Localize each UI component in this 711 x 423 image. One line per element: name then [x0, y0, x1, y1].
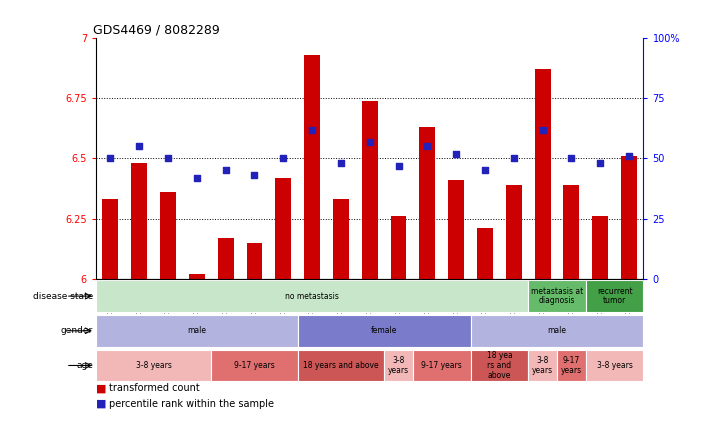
Text: transformed count: transformed count	[109, 383, 200, 393]
Bar	[419, 127, 435, 279]
Bar	[621, 156, 637, 279]
Text: female: female	[371, 326, 397, 335]
Bar	[102, 199, 118, 279]
Point	[624, 153, 635, 159]
Text: percentile rank within the sample: percentile rank within the sample	[109, 399, 274, 409]
Bar	[247, 243, 262, 279]
Bar	[189, 274, 205, 279]
Point	[335, 160, 346, 167]
Bar	[298, 315, 471, 347]
Bar	[275, 178, 292, 279]
Bar	[557, 349, 586, 382]
Bar	[390, 216, 407, 279]
Bar	[471, 349, 528, 382]
Text: GDS4469 / 8082289: GDS4469 / 8082289	[93, 24, 220, 37]
Bar	[506, 185, 522, 279]
Bar	[564, 185, 579, 279]
Bar	[96, 315, 298, 347]
Point	[393, 162, 405, 169]
Text: 18 yea
rs and
above: 18 yea rs and above	[486, 351, 512, 380]
Text: age: age	[76, 361, 93, 370]
Bar	[132, 163, 147, 279]
Text: disease state: disease state	[33, 291, 93, 301]
Bar	[362, 101, 378, 279]
Bar	[218, 238, 234, 279]
Bar	[535, 69, 550, 279]
Text: gender: gender	[61, 326, 93, 335]
Point	[306, 126, 318, 133]
Text: 9-17 years: 9-17 years	[422, 361, 462, 370]
Bar	[528, 280, 586, 312]
Text: 3-8
years: 3-8 years	[532, 356, 553, 375]
Point	[594, 160, 606, 167]
Text: 3-8 years: 3-8 years	[597, 361, 633, 370]
Bar	[160, 192, 176, 279]
Bar	[96, 349, 211, 382]
Point	[566, 155, 577, 162]
Point	[220, 167, 231, 174]
Bar	[384, 349, 413, 382]
Bar	[477, 228, 493, 279]
Point	[277, 155, 289, 162]
Text: metastasis at
diagnosis: metastasis at diagnosis	[531, 287, 583, 305]
Point	[537, 126, 548, 133]
Text: ■: ■	[96, 383, 107, 393]
Text: 9-17
years: 9-17 years	[561, 356, 582, 375]
Point	[508, 155, 520, 162]
Point	[479, 167, 491, 174]
Bar	[413, 349, 471, 382]
Text: ■: ■	[96, 399, 107, 409]
Text: no metastasis: no metastasis	[285, 291, 339, 301]
Bar	[298, 349, 384, 382]
Point	[134, 143, 145, 150]
Point	[105, 155, 116, 162]
Bar	[333, 199, 349, 279]
Bar	[211, 349, 298, 382]
Bar	[528, 349, 557, 382]
Bar	[592, 216, 608, 279]
Bar	[471, 315, 643, 347]
Bar	[586, 349, 643, 382]
Text: 18 years and above: 18 years and above	[303, 361, 379, 370]
Text: male: male	[547, 326, 567, 335]
Point	[191, 174, 203, 181]
Text: male: male	[187, 326, 206, 335]
Bar	[96, 280, 528, 312]
Text: recurrent
tumor: recurrent tumor	[597, 287, 633, 305]
Bar	[586, 280, 643, 312]
Text: 3-8 years: 3-8 years	[136, 361, 171, 370]
Bar	[448, 180, 464, 279]
Point	[364, 138, 375, 145]
Point	[422, 143, 433, 150]
Bar	[304, 55, 320, 279]
Text: 3-8
years: 3-8 years	[388, 356, 409, 375]
Text: 9-17 years: 9-17 years	[234, 361, 275, 370]
Point	[249, 172, 260, 179]
Point	[162, 155, 173, 162]
Point	[451, 150, 462, 157]
